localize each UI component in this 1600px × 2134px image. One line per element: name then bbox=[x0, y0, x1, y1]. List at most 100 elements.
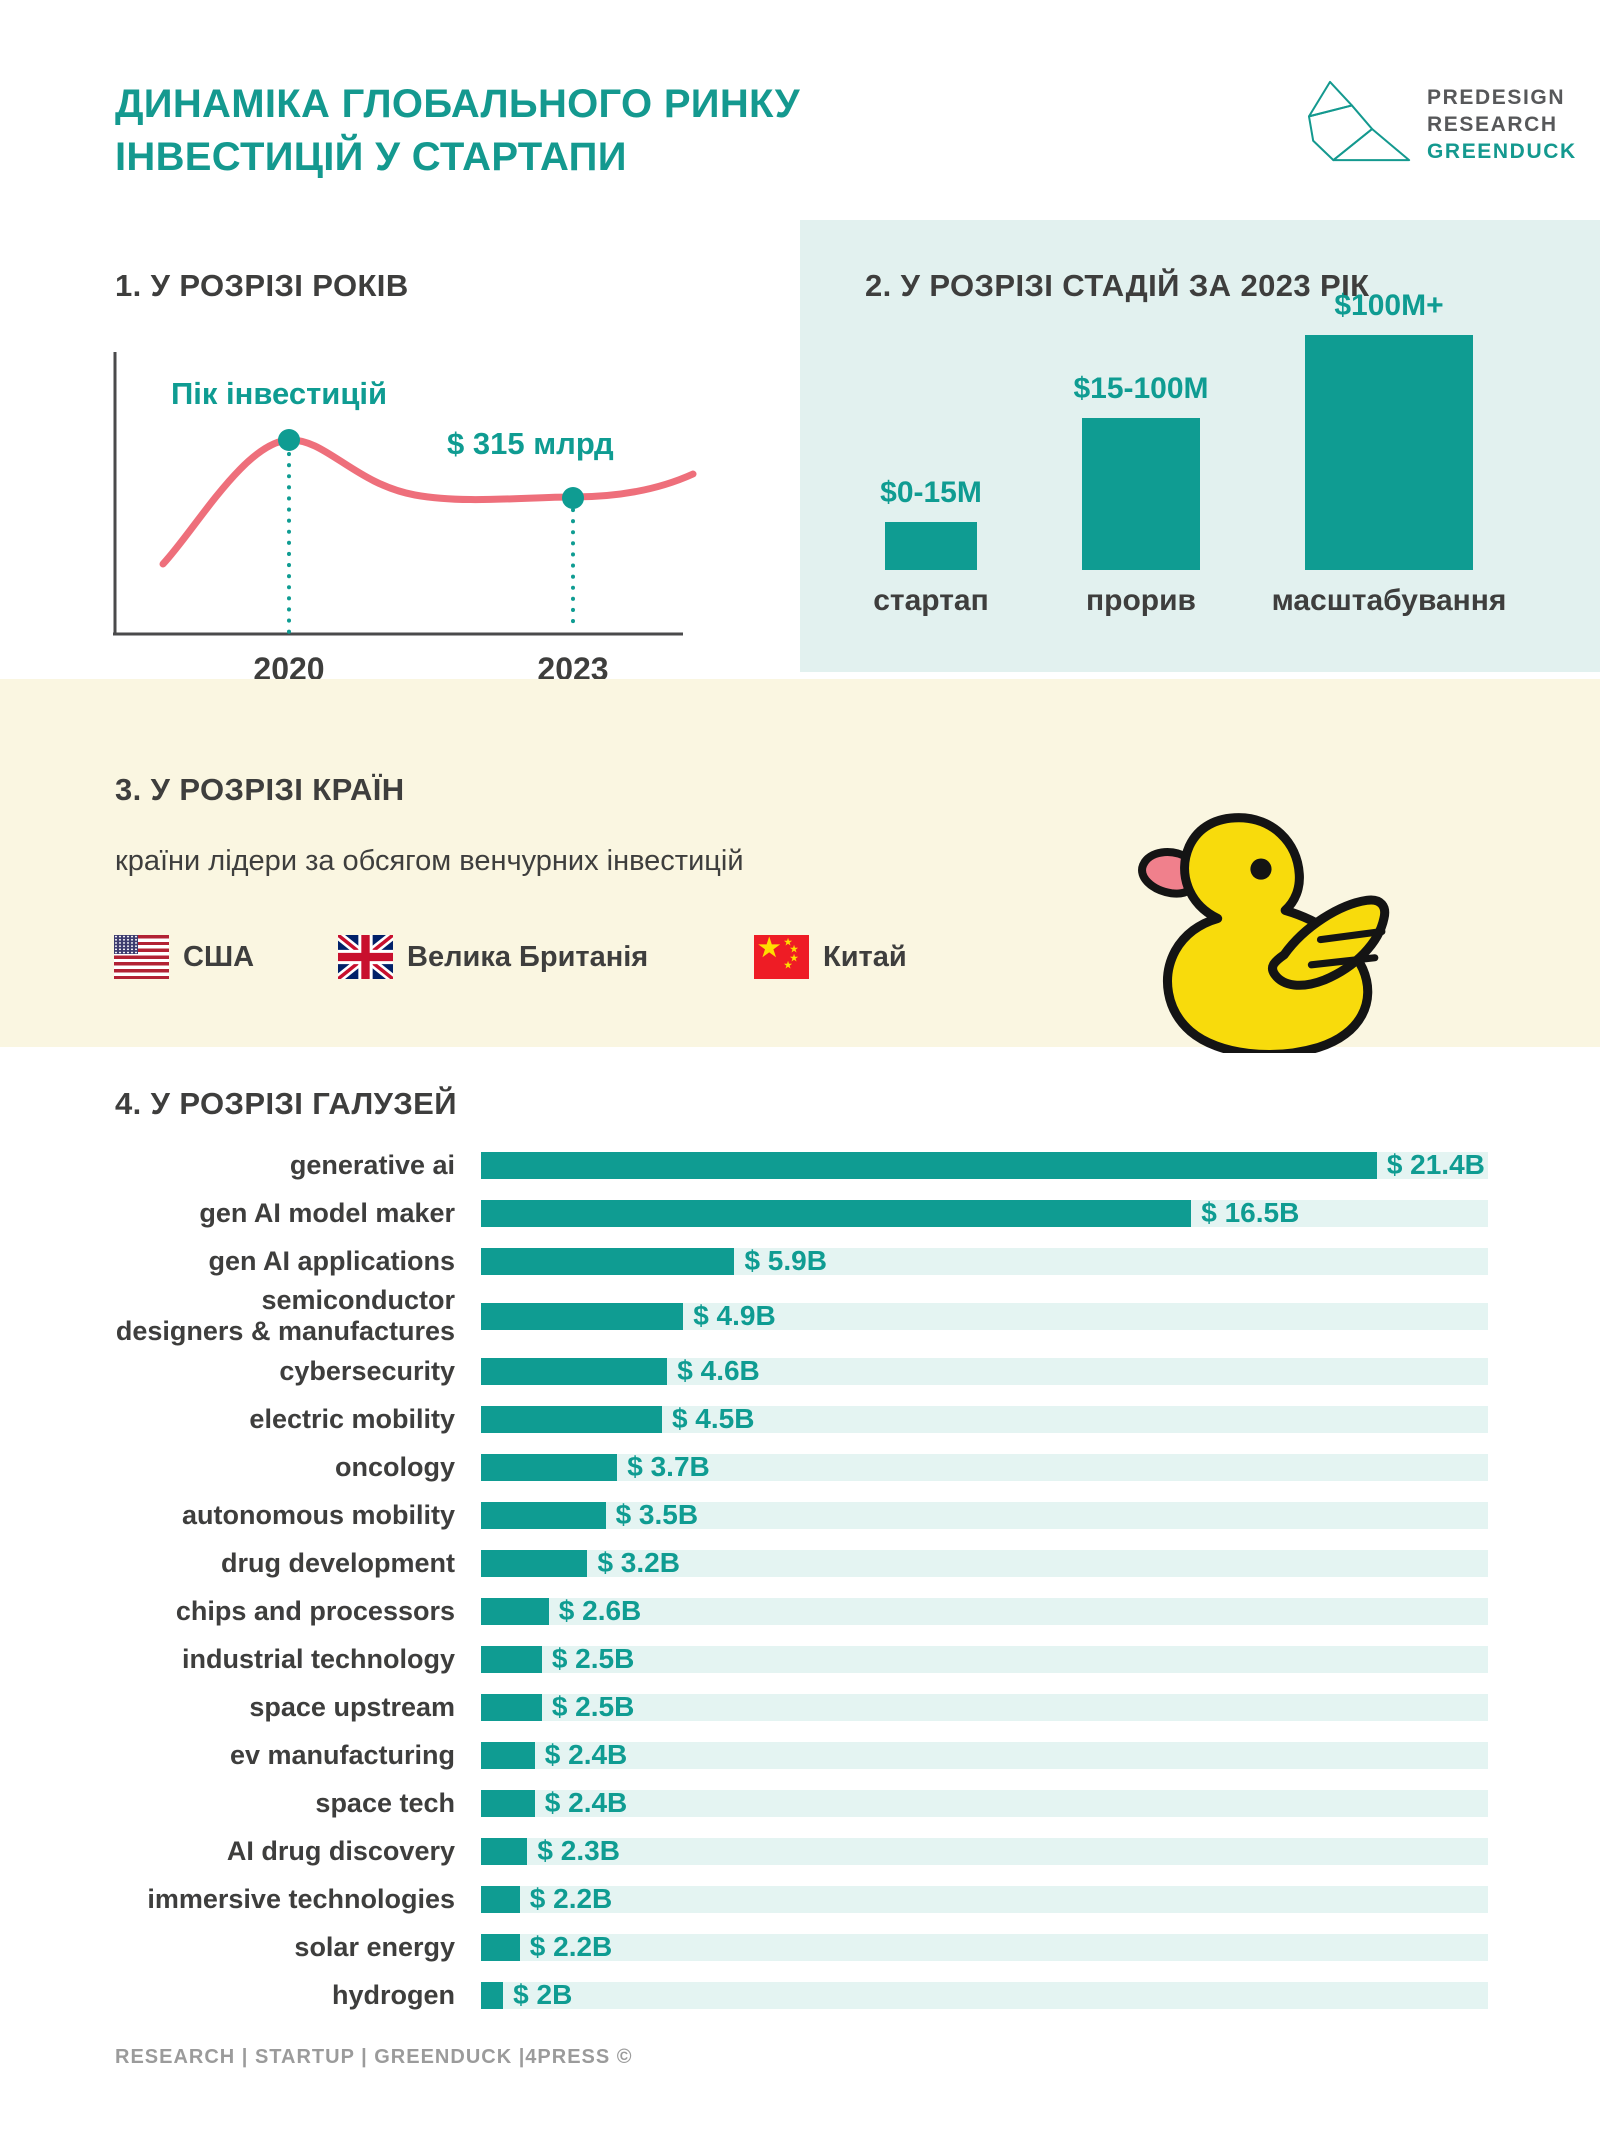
industry-bar-track: $ 3.2B bbox=[481, 1547, 1488, 1578]
industry-label: electric mobility bbox=[249, 1403, 455, 1434]
industry-value-label: $ 21.4B bbox=[1386, 1149, 1485, 1180]
industry-value-label: $ 3.2B bbox=[597, 1547, 680, 1578]
industry-bar bbox=[481, 1981, 504, 2009]
brand-logo: PREDESIGN RESEARCH GREENDUCK bbox=[1293, 72, 1577, 170]
industry-value-label: $ 2.6B bbox=[558, 1595, 642, 1626]
stage-bar bbox=[885, 522, 977, 570]
section2-stages-panel: 2. У РОЗРІЗІ СТАДІЙ ЗА 2023 РІК $0-15M ст… bbox=[800, 220, 1600, 672]
peak-annotation: Пік інвестицій bbox=[171, 376, 387, 411]
stage-bar bbox=[1305, 335, 1473, 570]
countries-row: США Велика Британія ★ ★ ★ ★ ★ Китай bbox=[0, 931, 1600, 983]
industry-value-label: $ 4.5B bbox=[671, 1403, 755, 1434]
industry-bar bbox=[481, 1151, 1377, 1179]
industry-bar bbox=[481, 1405, 662, 1433]
industry-label: oncology bbox=[335, 1451, 455, 1482]
industry-value-label: $ 4.9B bbox=[693, 1300, 776, 1331]
duck-eye bbox=[1250, 858, 1272, 880]
industry-value-label: $ 4.6B bbox=[677, 1355, 760, 1386]
origami-duck-logo-icon bbox=[1307, 80, 1411, 162]
industry-bar-track: $ 3.7B bbox=[481, 1451, 1488, 1482]
industry-row: solar energy $ 2.2B bbox=[115, 1923, 1488, 1971]
industry-bar-track: $ 2.2B bbox=[481, 1931, 1488, 1962]
industry-label: immersive technologies bbox=[147, 1883, 455, 1914]
industry-bar-track: $ 21.4B bbox=[481, 1149, 1488, 1180]
industry-row: oncology $ 3.7B bbox=[115, 1443, 1488, 1491]
stage-bar bbox=[1082, 418, 1200, 570]
industry-bar bbox=[481, 1597, 549, 1625]
us-flag-icon bbox=[114, 935, 169, 979]
industry-bar-track: $ 2.5B bbox=[481, 1643, 1488, 1674]
brand-logo-text: PREDESIGN RESEARCH GREENDUCK bbox=[1427, 72, 1577, 165]
industry-bar bbox=[481, 1933, 520, 1961]
section3-subtitle: країни лідери за обсягом венчурних інвес… bbox=[115, 845, 744, 877]
industry-bar-track: $ 3.5B bbox=[481, 1499, 1488, 1530]
industry-bar-track: $ 4.5B bbox=[481, 1403, 1488, 1434]
industry-bar-track: $ 2.2B bbox=[481, 1883, 1488, 1914]
industry-value-label: $ 2.3B bbox=[537, 1835, 620, 1866]
industry-label: industrial technology bbox=[181, 1643, 455, 1674]
industry-label: chips and processors bbox=[175, 1595, 455, 1626]
industry-bar-track: $ 2.4B bbox=[481, 1787, 1488, 1818]
country-item: США bbox=[114, 935, 254, 979]
industry-label: ev manufacturing bbox=[229, 1739, 455, 1770]
industry-value-label: $ 2.2B bbox=[529, 1931, 613, 1962]
stage-name-label: прорив bbox=[1086, 584, 1196, 617]
industry-bar bbox=[481, 1199, 1192, 1227]
industry-bar-track: $ 2B bbox=[481, 1979, 1488, 2010]
industry-row: drug development $ 3.2B bbox=[115, 1539, 1488, 1587]
logo-line-predesign: PREDESIGN bbox=[1427, 86, 1566, 109]
page-title-line2: ІНВЕСТИЦІЙ У СТАРТАПИ bbox=[115, 135, 627, 179]
section1-heading: 1. У РОЗРІЗІ РОКІВ bbox=[115, 268, 409, 303]
logo-line-greenduck: GREENDUCK bbox=[1427, 140, 1577, 163]
section2-heading: 2. У РОЗРІЗІ СТАДІЙ ЗА 2023 РІК bbox=[865, 268, 1370, 303]
peak-point bbox=[278, 429, 300, 451]
industry-label: space upstream bbox=[249, 1691, 455, 1722]
industry-row: AI drug discovery $ 2.3B bbox=[115, 1827, 1488, 1875]
industry-value-label: $ 2.5B bbox=[551, 1691, 635, 1722]
industry-bar bbox=[481, 1501, 606, 1529]
industry-bar bbox=[481, 1837, 528, 1865]
industry-bar-track: $ 4.6B bbox=[481, 1355, 1488, 1386]
industry-bar-track: $ 2.6B bbox=[481, 1595, 1488, 1626]
industry-label: solar energy bbox=[294, 1931, 455, 1962]
industry-bar bbox=[481, 1302, 684, 1330]
industry-bar bbox=[481, 1789, 535, 1817]
stage-value-label: $15-100M bbox=[1073, 372, 1209, 405]
industry-value-label: $ 2B bbox=[513, 1979, 573, 2010]
industry-label: cybersecurity bbox=[279, 1355, 455, 1386]
industry-value-label: $ 5.9B bbox=[744, 1245, 827, 1276]
industry-row: industrial technology $ 2.5B bbox=[115, 1635, 1488, 1683]
industry-value-label: $ 3.7B bbox=[627, 1451, 710, 1482]
industry-row: autonomous mobility $ 3.5B bbox=[115, 1491, 1488, 1539]
section3-heading: 3. У РОЗРІЗІ КРАЇН bbox=[115, 772, 405, 807]
country-label: США bbox=[183, 940, 255, 973]
footer-credits: RESEARCH | STARTUP | GREENDUCK |4PRESS © bbox=[115, 2046, 633, 2068]
value-annotation: $ 315 млрд bbox=[447, 426, 614, 461]
duck-wing-line-1 bbox=[1316, 928, 1386, 944]
industry-label: drug development bbox=[220, 1547, 455, 1578]
stage-column: $100M+ масштабування bbox=[1240, 220, 1538, 617]
duck-wing-line-2 bbox=[1307, 954, 1379, 969]
industry-label: gen AI applications bbox=[208, 1245, 455, 1276]
industry-label: generative ai bbox=[289, 1149, 455, 1180]
industry-bar bbox=[481, 1453, 618, 1481]
industry-row: gen AI applications $ 5.9B bbox=[115, 1237, 1488, 1285]
page-title: ДИНАМІКА ГЛОБАЛЬНОГО РИНКУ ІНВЕСТИЦІЙ У … bbox=[115, 78, 800, 184]
industry-bar-track: $ 2.4B bbox=[481, 1739, 1488, 1770]
industry-row: hydrogen $ 2B bbox=[115, 1971, 1488, 2019]
country-item: ★ ★ ★ ★ ★ Китай bbox=[754, 935, 907, 979]
industry-row: space upstream $ 2.5B bbox=[115, 1683, 1488, 1731]
stage-value-label: $100M+ bbox=[1334, 289, 1444, 322]
industry-row: semiconductor designers & manufactures $ … bbox=[115, 1285, 1488, 1347]
industry-bar bbox=[481, 1741, 535, 1769]
industry-row: space tech $ 2.4B bbox=[115, 1779, 1488, 1827]
industry-bar-track: $ 4.9B bbox=[481, 1300, 1488, 1331]
industry-row: immersive technologies $ 2.2B bbox=[115, 1875, 1488, 1923]
uk-flag-icon bbox=[335, 931, 396, 983]
industry-row: ev manufacturing $ 2.4B bbox=[115, 1731, 1488, 1779]
industry-label: semiconductor designers & manufactures bbox=[115, 1285, 455, 1346]
stage-name-label: стартап bbox=[873, 584, 989, 617]
industry-label: space tech bbox=[315, 1787, 455, 1818]
industry-bar bbox=[481, 1549, 588, 1577]
stage-value-label: $0-15M bbox=[880, 476, 982, 509]
